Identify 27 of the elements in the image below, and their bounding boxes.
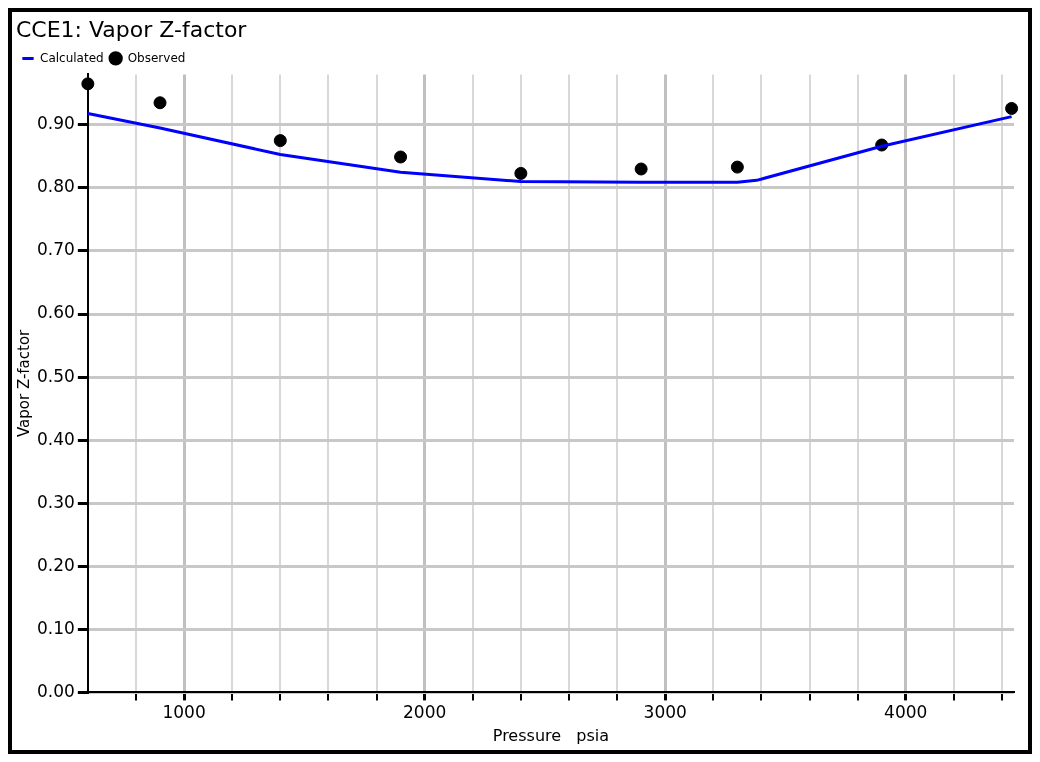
x-tick-label: 1000 bbox=[162, 702, 206, 723]
point bbox=[81, 77, 95, 91]
legend-label: Observed bbox=[127, 50, 186, 65]
y-tick-label: 0.30 bbox=[36, 491, 75, 512]
y-tick-label: 0.80 bbox=[36, 176, 75, 197]
x-tick-label: 3000 bbox=[643, 702, 687, 723]
point bbox=[394, 150, 408, 164]
x-tick-label: 4000 bbox=[884, 702, 928, 723]
y-tick-label: 0.70 bbox=[36, 239, 75, 260]
y-tick-label: 0.90 bbox=[36, 113, 75, 134]
y-tick-label: 0.60 bbox=[36, 302, 75, 323]
x-tick-label: 2000 bbox=[403, 702, 447, 723]
point bbox=[273, 134, 287, 148]
legend-label: Calculated bbox=[40, 50, 104, 65]
y-tick-label: 0.20 bbox=[36, 554, 75, 575]
y-axis-title: Vapor Z-factor bbox=[14, 328, 33, 438]
point bbox=[730, 160, 744, 174]
y-tick-label: 0.50 bbox=[36, 365, 75, 386]
y-tick-label: 0.10 bbox=[36, 617, 75, 638]
point bbox=[514, 166, 528, 180]
x-axis-title: Pressure psia bbox=[492, 725, 610, 745]
point bbox=[1005, 101, 1019, 115]
y-tick-label: 0.00 bbox=[36, 680, 75, 701]
point bbox=[153, 96, 167, 110]
point bbox=[634, 162, 648, 176]
y-tick-label: 0.40 bbox=[36, 428, 75, 449]
chart-title: CCE1: Vapor Z-factor bbox=[16, 16, 248, 42]
